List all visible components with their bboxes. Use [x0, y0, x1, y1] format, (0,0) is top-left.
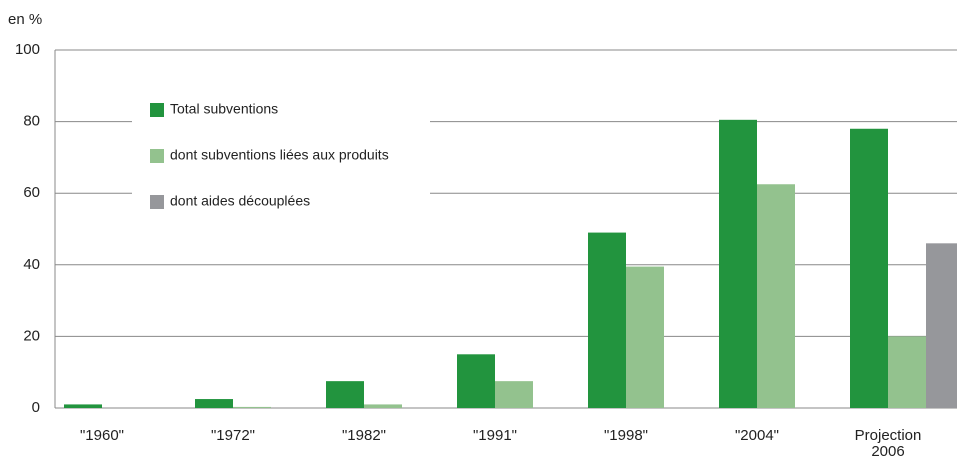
legend-label: Total subventions [170, 101, 278, 117]
bar [588, 232, 626, 408]
y-tick-label: 60 [23, 184, 40, 201]
legend-label: dont subventions liées aux produits [170, 147, 389, 163]
y-tick-label: 80 [23, 113, 40, 130]
legend-box [132, 88, 430, 218]
bar [626, 266, 664, 408]
x-tick-label: Projection 2006 [854, 427, 922, 460]
bar [757, 184, 795, 408]
legend-swatch [150, 103, 164, 117]
x-tick-label: "1972" [210, 427, 256, 444]
bar [719, 119, 757, 408]
bar [888, 336, 926, 408]
bar [233, 406, 271, 408]
y-tick-label: 20 [23, 327, 40, 344]
y-tick-label: 100 [15, 41, 40, 58]
legend-swatch [150, 149, 164, 163]
legend-label: dont aides découplées [170, 193, 310, 209]
x-tick-label: "2004" [734, 427, 780, 444]
bar [326, 381, 364, 408]
y-tick-label: 0 [32, 399, 40, 416]
bar [64, 404, 102, 408]
x-tick-label: "1998" [603, 427, 649, 444]
bar [926, 243, 957, 408]
bar [850, 128, 888, 408]
x-tick-label: "1960" [79, 427, 125, 444]
bar [457, 354, 495, 408]
x-tick-label: "1982" [341, 427, 387, 444]
legend-swatch [150, 195, 164, 209]
y-axis-label: en % [8, 11, 42, 28]
y-tick-label: 40 [23, 256, 40, 273]
bar [195, 399, 233, 408]
bar [495, 381, 533, 408]
x-tick-label: "1991" [472, 427, 518, 444]
bar [364, 404, 402, 408]
